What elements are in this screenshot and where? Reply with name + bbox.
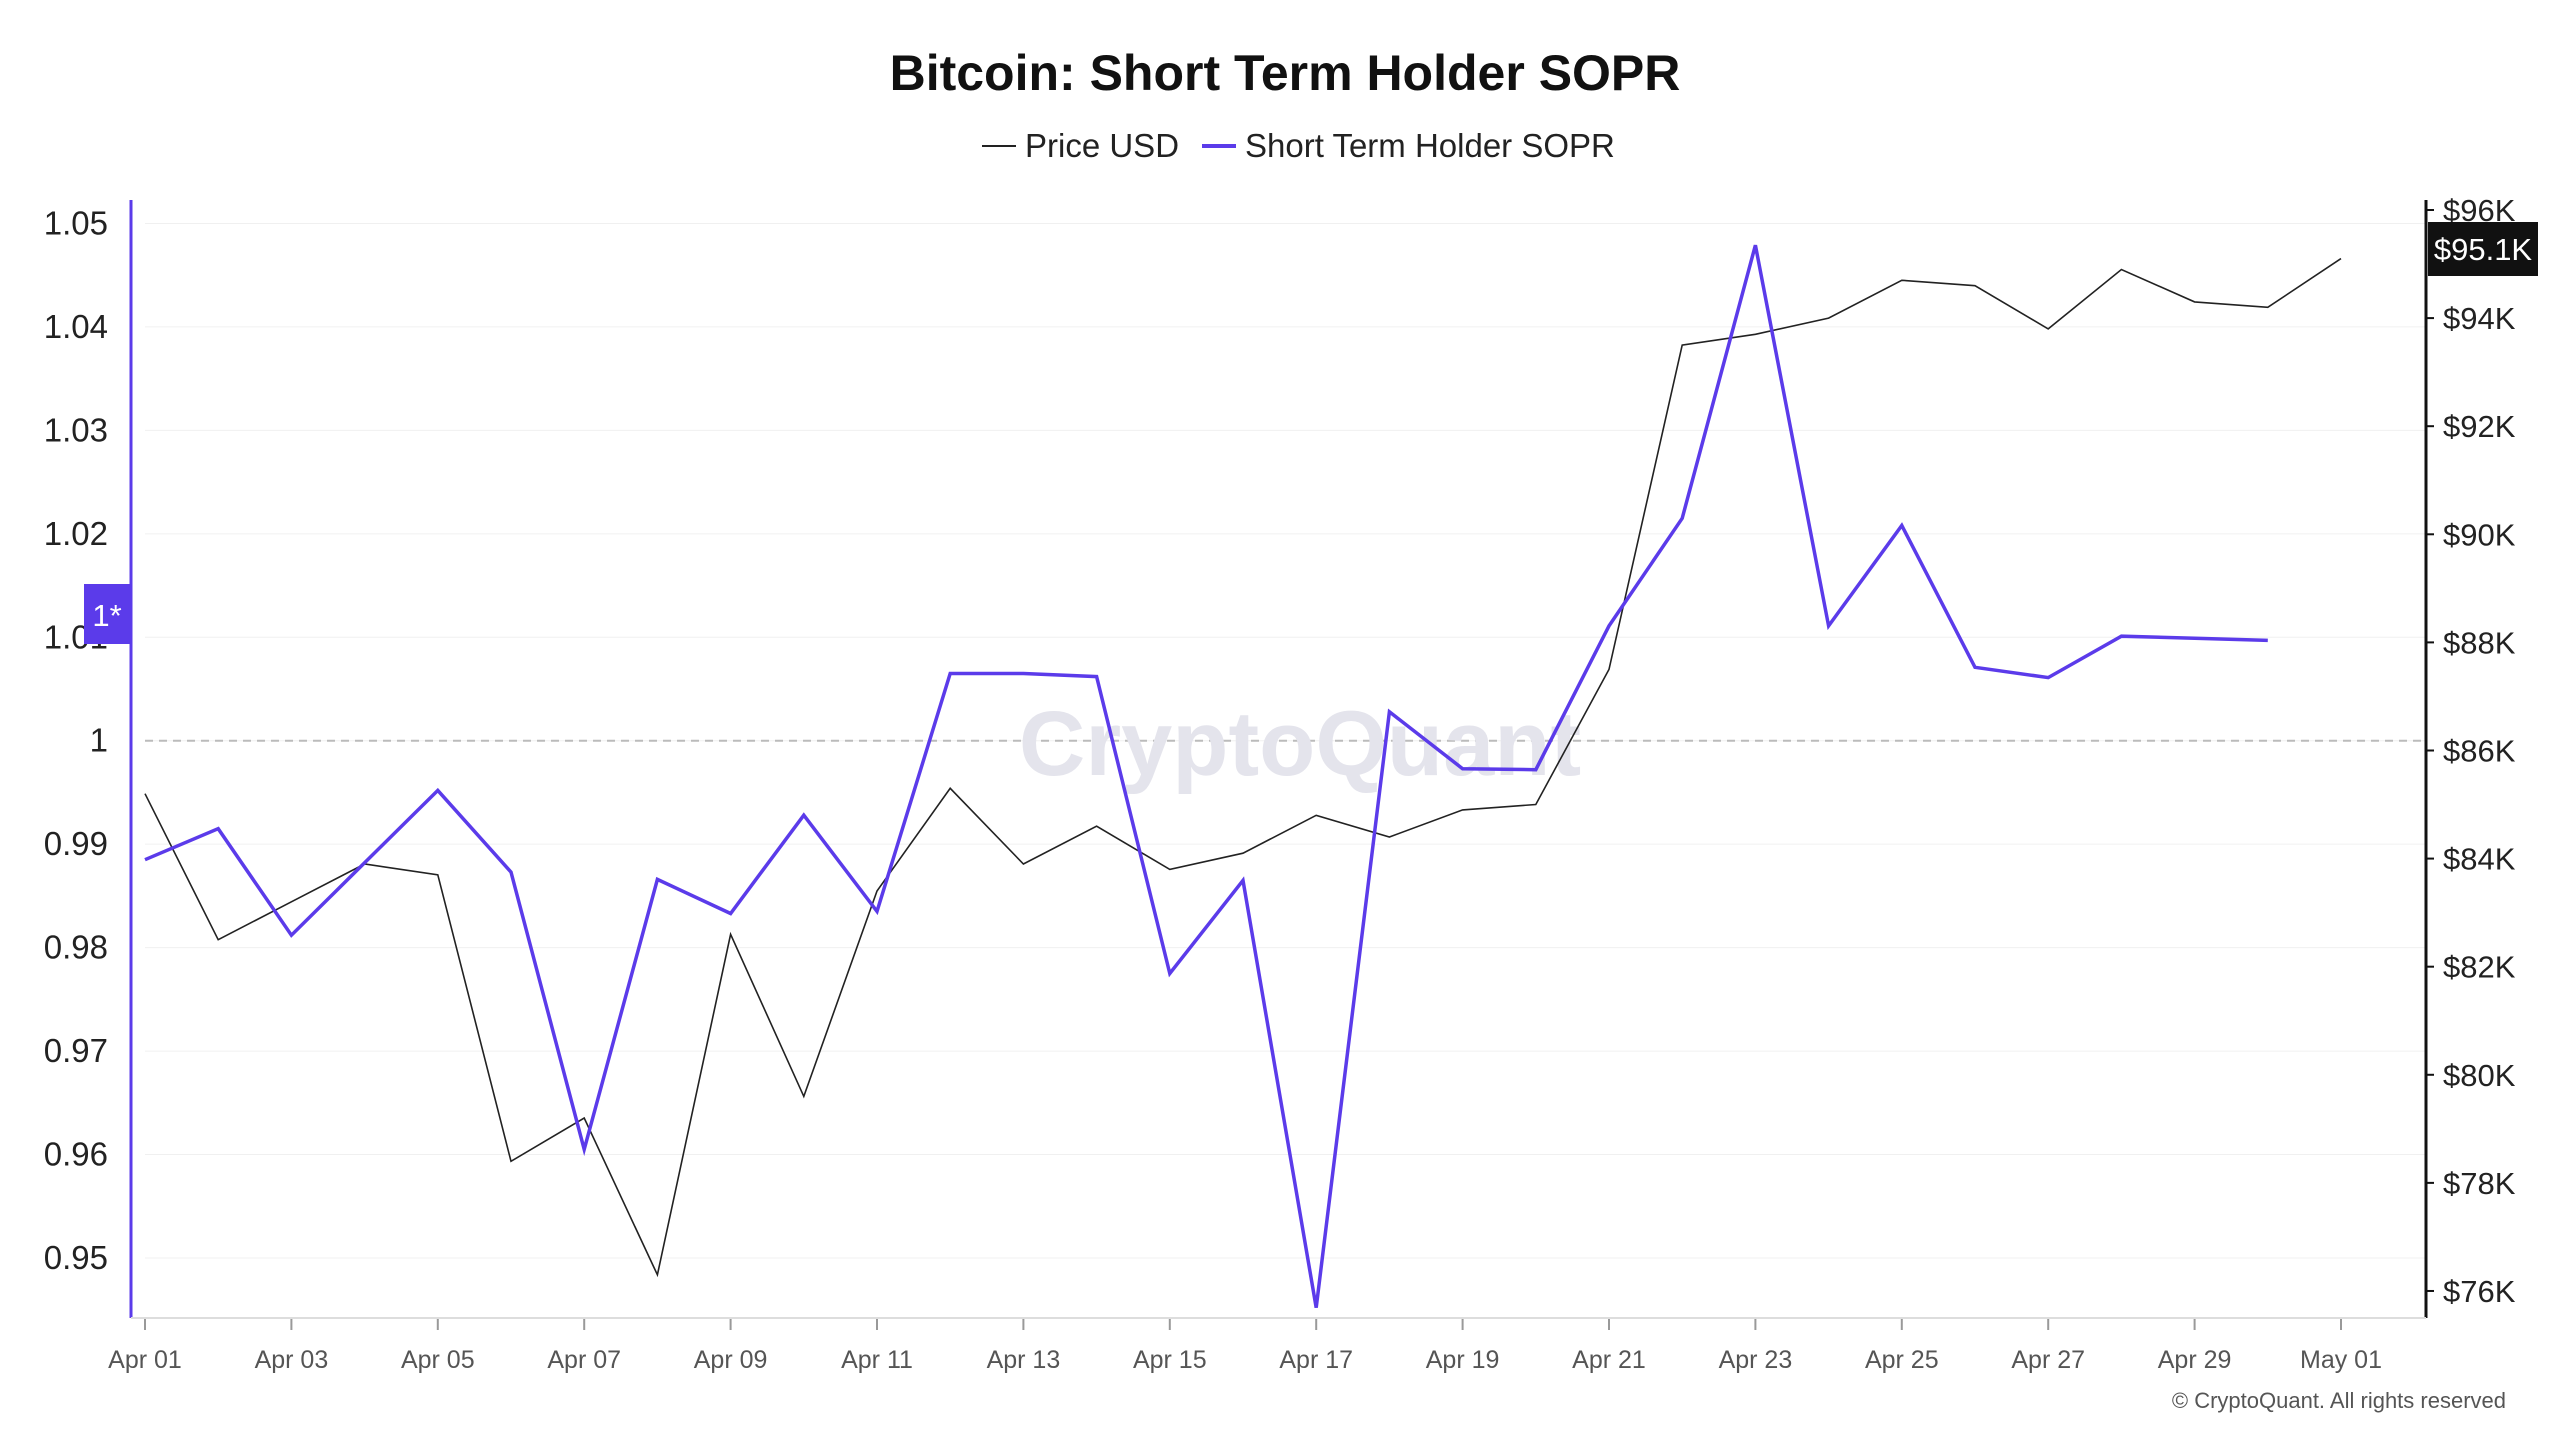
x-tick-label: Apr 27 xyxy=(2011,1346,2085,1374)
left-tick-label: 1 xyxy=(90,722,108,759)
left-tick-label: 1.04 xyxy=(44,308,108,345)
right-tick-label: $80K xyxy=(2443,1058,2516,1093)
x-tick-label: Apr 23 xyxy=(1719,1346,1793,1374)
legend: Price USD Short Term Holder SOPR xyxy=(982,127,1615,164)
x-tick-label: Apr 25 xyxy=(1865,1346,1939,1374)
right-tick-label: $88K xyxy=(2443,625,2516,660)
right-tick-label: $76K xyxy=(2443,1274,2516,1309)
left-tick-label: 0.98 xyxy=(44,929,108,966)
x-tick-label: Apr 19 xyxy=(1426,1346,1500,1374)
right-tick-label: $78K xyxy=(2443,1166,2516,1201)
left-tick-label: 1.02 xyxy=(44,515,108,552)
left-tick-label: 0.95 xyxy=(44,1239,108,1276)
right-tick-label: $90K xyxy=(2443,517,2516,552)
left-value-badge-bg xyxy=(84,584,131,644)
left-axis-ticks: 1.051.041.031.021.0110.990.980.970.960.9… xyxy=(44,204,108,1276)
left-value-badge-text: 1* xyxy=(92,598,121,633)
x-tick-label: Apr 13 xyxy=(987,1346,1061,1374)
x-axis-ticks: Apr 01 Apr 03 Apr 05 Apr 07 Apr 09 Apr 11 Apr … xyxy=(108,1318,2382,1374)
legend-label-price: Price USD xyxy=(1025,127,1179,164)
x-tick-label: Apr 01 xyxy=(108,1346,182,1374)
series-layer xyxy=(144,244,2342,1308)
right-tick-label: $94K xyxy=(2443,301,2516,336)
left-tick-label: 0.99 xyxy=(44,825,108,862)
legend-item-sopr[interactable]: Short Term Holder SOPR xyxy=(1202,127,1615,164)
x-tick-label: Apr 17 xyxy=(1279,1346,1353,1374)
left-tick-label: 0.97 xyxy=(44,1032,108,1069)
price-series-line xyxy=(144,257,2342,1278)
right-axis-ticks: $96K$94K$92K$90K$88K$86K$84K$82K$80K$78K… xyxy=(2426,193,2516,1309)
sopr-series-line xyxy=(144,244,2268,1308)
right-tick-label: $84K xyxy=(2443,842,2516,877)
left-value-badge: 1* xyxy=(84,584,131,644)
chart-title: Bitcoin: Short Term Holder SOPR xyxy=(890,45,1681,101)
x-tick-label: May 01 xyxy=(2300,1346,2382,1374)
left-tick-label: 1.03 xyxy=(44,411,108,448)
x-tick-label: Apr 15 xyxy=(1133,1346,1207,1374)
right-value-badge-text: $95.1K xyxy=(2434,232,2533,267)
legend-item-price[interactable]: Price USD xyxy=(982,127,1179,164)
left-tick-label: 1.05 xyxy=(44,204,108,241)
x-tick-label: Apr 05 xyxy=(401,1346,475,1374)
x-tick-label: Apr 03 xyxy=(255,1346,329,1374)
x-tick-label: Apr 21 xyxy=(1572,1346,1646,1374)
x-tick-label: Apr 07 xyxy=(547,1346,621,1374)
copyright: © CryptoQuant. All rights reserved xyxy=(2172,1388,2506,1413)
legend-label-sopr: Short Term Holder SOPR xyxy=(1245,127,1615,164)
right-tick-label: $92K xyxy=(2443,409,2516,444)
x-tick-label: Apr 11 xyxy=(841,1346,913,1374)
x-tick-label: Apr 09 xyxy=(694,1346,768,1374)
right-value-badge-bg xyxy=(2428,222,2538,276)
right-value-badge: $95.1K xyxy=(2428,222,2538,276)
left-tick-label: 0.96 xyxy=(44,1136,108,1173)
right-tick-label: $86K xyxy=(2443,733,2516,768)
right-tick-label: $82K xyxy=(2443,950,2516,985)
x-tick-label: Apr 29 xyxy=(2158,1346,2232,1374)
